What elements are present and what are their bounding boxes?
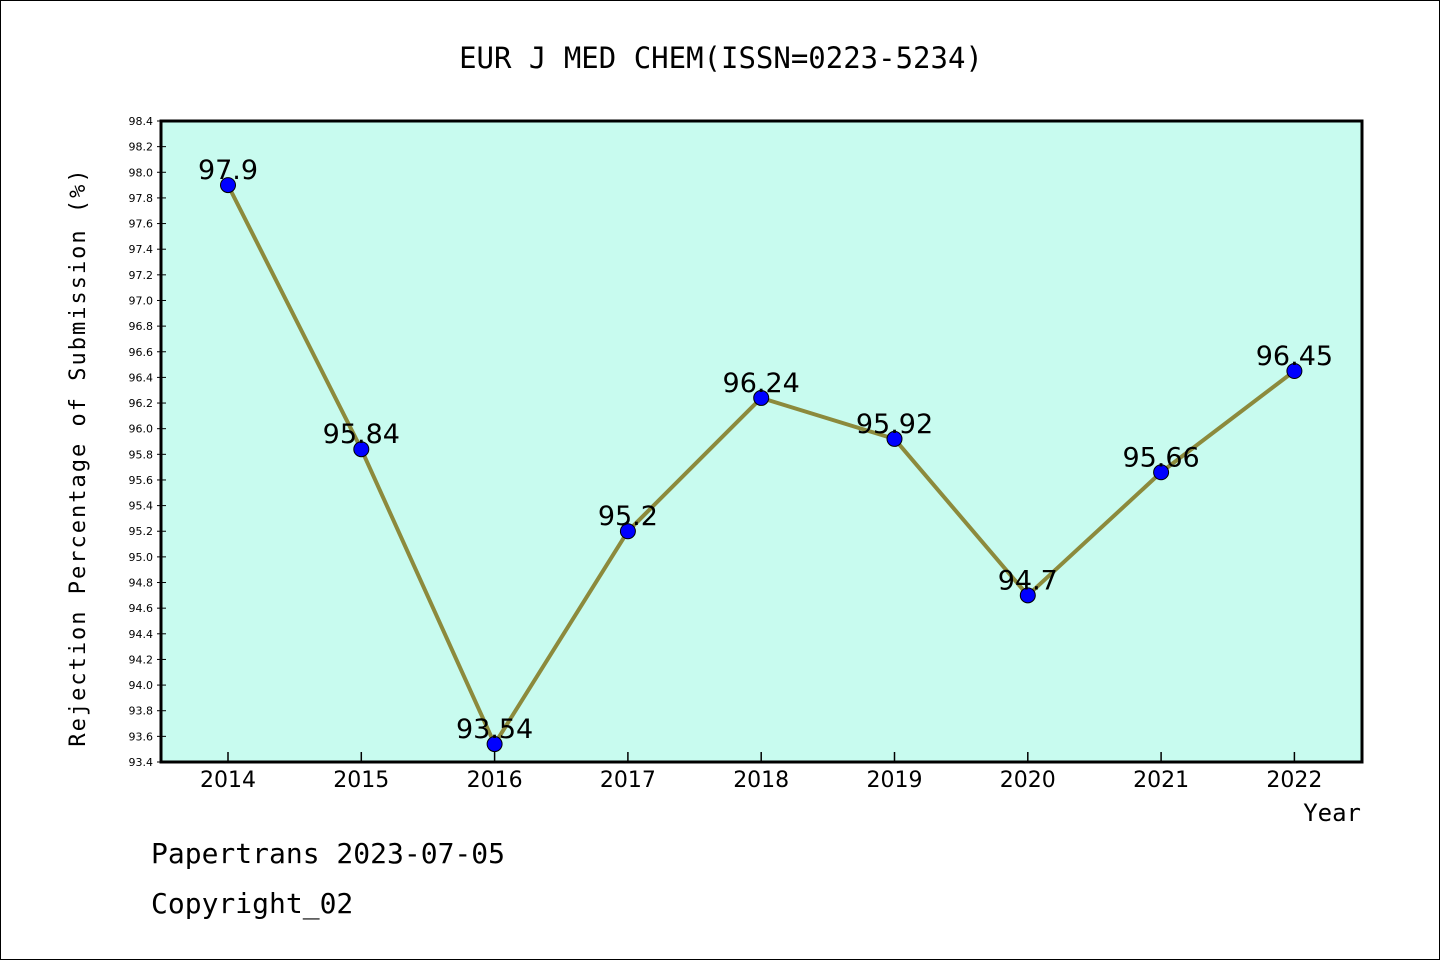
data-point bbox=[1019, 587, 1036, 604]
chart-title: EUR J MED CHEM(ISSN=0223-5234) bbox=[459, 41, 983, 75]
y-tick-label: 94.8 bbox=[129, 577, 154, 590]
footer-date-credit: Papertrans 2023-07-05 bbox=[151, 837, 506, 870]
x-tick-label: 2018 bbox=[733, 768, 789, 793]
data-label: 94.7 bbox=[998, 565, 1058, 596]
x-tick-label: 2014 bbox=[200, 768, 256, 793]
data-label: 95.92 bbox=[856, 409, 933, 440]
y-tick-label: 96.8 bbox=[129, 320, 154, 333]
y-tick-label: 94.4 bbox=[129, 628, 154, 641]
data-label: 96.45 bbox=[1256, 341, 1333, 372]
x-tick-label: 2016 bbox=[467, 768, 523, 793]
data-point bbox=[353, 441, 370, 458]
y-tick-label: 97.0 bbox=[129, 294, 154, 307]
x-tick-label: 2015 bbox=[333, 768, 389, 793]
x-axis-ticks: 2014 2015 2016 2017 2018 2019 2020 2021 2022 bbox=[200, 752, 1322, 793]
y-tick-label: 95.4 bbox=[129, 500, 154, 513]
y-tick-label: 96.4 bbox=[129, 371, 154, 384]
data-label: 96.24 bbox=[723, 368, 800, 399]
data-label: 95.66 bbox=[1122, 442, 1199, 473]
x-tick-label: 2017 bbox=[600, 768, 656, 793]
x-tick-label: 2021 bbox=[1133, 768, 1189, 793]
y-tick-label: 97.2 bbox=[129, 269, 154, 282]
data-point bbox=[1153, 464, 1170, 481]
y-tick-label: 95.6 bbox=[129, 474, 154, 487]
data-point bbox=[619, 523, 636, 540]
series-line-group bbox=[220, 177, 1303, 753]
y-tick-label: 95.2 bbox=[129, 525, 154, 538]
y-tick-label: 96.0 bbox=[129, 423, 154, 436]
x-axis-label: Year bbox=[1303, 799, 1361, 827]
data-label: 93.54 bbox=[456, 714, 533, 745]
data-label: 97.9 bbox=[198, 155, 258, 186]
data-label: 95.2 bbox=[598, 501, 658, 532]
data-label: 95.84 bbox=[323, 419, 400, 450]
y-tick-label: 98.0 bbox=[129, 166, 154, 179]
y-tick-label: 98.4 bbox=[129, 115, 154, 128]
y-tick-label: 93.8 bbox=[129, 705, 154, 718]
data-point bbox=[886, 430, 903, 447]
y-tick-label: 94.6 bbox=[129, 602, 154, 615]
y-tick-label: 95.0 bbox=[129, 551, 154, 564]
y-tick-label: 94.0 bbox=[129, 679, 154, 692]
footer-copyright: Copyright_02 bbox=[151, 887, 354, 920]
data-point bbox=[1286, 362, 1303, 379]
y-tick-label: 96.6 bbox=[129, 346, 154, 359]
y-axis-ticks: 93.4 93.6 93.8 94.0 94.2 94.4 94.6 94.8 95.0 95.2… bbox=[129, 115, 166, 769]
y-tick-label: 97.8 bbox=[129, 192, 154, 205]
y-tick-label: 95.8 bbox=[129, 448, 154, 461]
y-tick-label: 93.4 bbox=[129, 756, 154, 769]
x-tick-label: 2020 bbox=[1000, 768, 1056, 793]
data-point bbox=[220, 177, 236, 194]
data-point bbox=[486, 736, 503, 753]
x-tick-label: 2019 bbox=[867, 768, 923, 793]
y-tick-label: 97.4 bbox=[129, 243, 154, 256]
y-tick-label: 94.2 bbox=[129, 653, 154, 666]
y-tick-label: 93.6 bbox=[129, 730, 154, 743]
y-tick-label: 96.2 bbox=[129, 397, 154, 410]
y-tick-label: 97.6 bbox=[129, 218, 154, 231]
y-tick-label: 98.2 bbox=[129, 141, 154, 154]
x-tick-label: 2022 bbox=[1266, 768, 1322, 793]
y-axis-label: Rejection Percentage of Submission (%) bbox=[66, 167, 91, 746]
data-point bbox=[753, 389, 770, 406]
data-labels-group: 97.9 95.84 93.54 95.2 96.24 95.92 94.7 95.66 96.… bbox=[198, 155, 1333, 745]
